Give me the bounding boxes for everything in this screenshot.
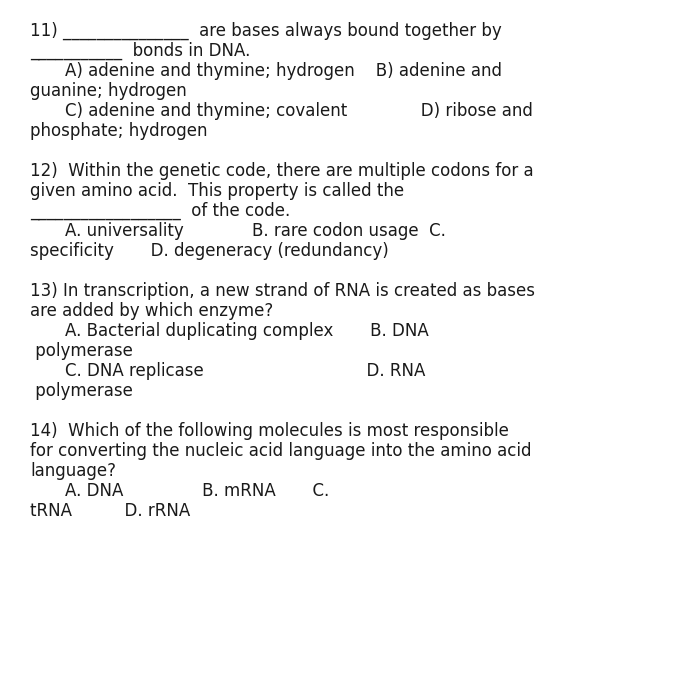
Text: 14)  Which of the following molecules is most responsible: 14) Which of the following molecules is … [30, 422, 509, 440]
Text: given amino acid.  This property is called the: given amino acid. This property is calle… [30, 182, 404, 200]
Text: 12)  Within the genetic code, there are multiple codons for a: 12) Within the genetic code, there are m… [30, 162, 533, 180]
Text: __________________  of the code.: __________________ of the code. [30, 202, 290, 220]
Text: language?: language? [30, 462, 116, 480]
Text: 11) _______________  are bases always bound together by: 11) _______________ are bases always bou… [30, 22, 502, 40]
Text: A) adenine and thymine; hydrogen    B) adenine and: A) adenine and thymine; hydrogen B) aden… [65, 62, 502, 80]
Text: polymerase: polymerase [30, 382, 133, 400]
Text: polymerase: polymerase [30, 342, 133, 360]
Text: tRNA          D. rRNA: tRNA D. rRNA [30, 502, 190, 520]
Text: guanine; hydrogen: guanine; hydrogen [30, 82, 187, 100]
Text: C. DNA replicase                               D. RNA: C. DNA replicase D. RNA [65, 362, 426, 380]
Text: are added by which enzyme?: are added by which enzyme? [30, 302, 273, 320]
Text: for converting the nucleic acid language into the amino acid: for converting the nucleic acid language… [30, 442, 531, 460]
Text: specificity       D. degeneracy (redundancy): specificity D. degeneracy (redundancy) [30, 242, 389, 260]
Text: C) adenine and thymine; covalent              D) ribose and: C) adenine and thymine; covalent D) ribo… [65, 102, 533, 120]
Text: ___________  bonds in DNA.: ___________ bonds in DNA. [30, 42, 251, 60]
Text: A. Bacterial duplicating complex       B. DNA: A. Bacterial duplicating complex B. DNA [65, 322, 428, 340]
Text: phosphate; hydrogen: phosphate; hydrogen [30, 122, 207, 140]
Text: 13) In transcription, a new strand of RNA is created as bases: 13) In transcription, a new strand of RN… [30, 282, 535, 300]
Text: A. DNA               B. mRNA       C.: A. DNA B. mRNA C. [65, 482, 329, 500]
Text: A. universality             B. rare codon usage  C.: A. universality B. rare codon usage C. [65, 222, 446, 240]
